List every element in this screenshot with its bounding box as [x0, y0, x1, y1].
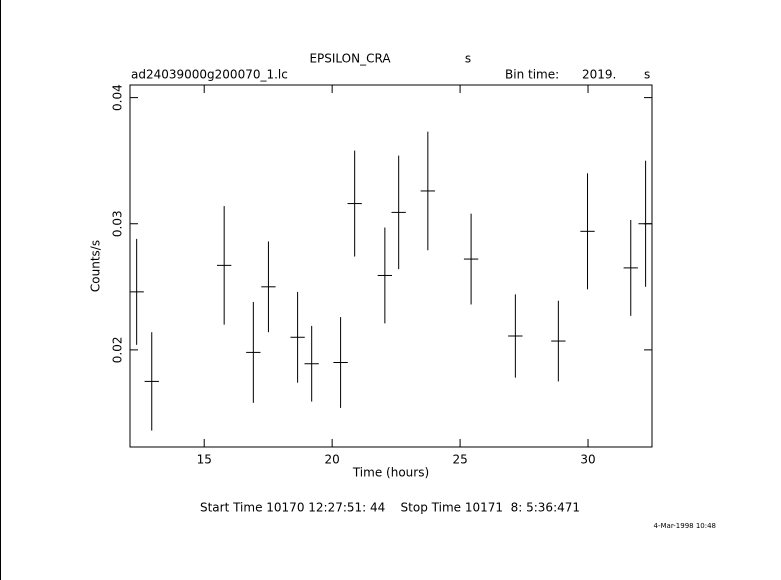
plot-frame — [129, 84, 653, 448]
y-tick-label: 0.02 — [111, 337, 125, 364]
bin-value: 2019. — [582, 68, 616, 82]
timestamp: 4-Mar-1998 10:48 — [654, 522, 716, 530]
x-axis-label: Time (hours) — [352, 466, 429, 480]
subtitle: ad24039000g200070_1.lc — [131, 68, 288, 82]
title-unit: s — [465, 52, 471, 66]
bin-label: Bin time: — [505, 68, 559, 82]
x-tick-label: 20 — [325, 453, 340, 467]
bin-unit: s — [644, 68, 650, 82]
x-tick-label: 25 — [452, 453, 467, 467]
y-axis-label: Counts/s — [89, 240, 103, 292]
footer: Start Time 10170 12:27:51: 44 Stop Time … — [200, 501, 580, 515]
x-tick-label: 15 — [197, 453, 212, 467]
x-tick-label: 30 — [580, 453, 595, 467]
chart-title: EPSILON_CRA — [309, 52, 391, 66]
y-tick-label: 0.03 — [111, 210, 125, 237]
y-tick-label: 0.04 — [111, 84, 125, 111]
